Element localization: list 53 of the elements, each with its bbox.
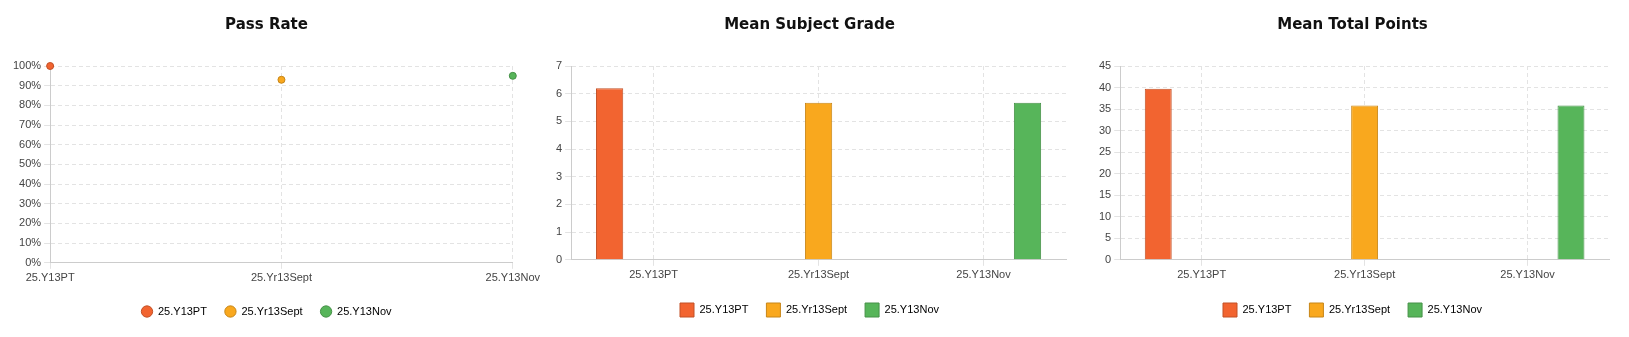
y-tick-label: 100% bbox=[12, 59, 42, 72]
y-tick-label: 25 bbox=[1098, 145, 1112, 158]
x-tick-label: 25.Y13Nov bbox=[485, 271, 541, 284]
y-tick-label: 3 bbox=[555, 169, 563, 182]
x-tick-label: 25.Yr13Sept bbox=[250, 271, 313, 284]
point bbox=[277, 75, 286, 84]
y-tick-label: 7 bbox=[555, 59, 563, 72]
y-tick-label: 6 bbox=[555, 86, 563, 99]
legend-label: 25.Y13PT bbox=[158, 304, 208, 317]
y-tick-label: 5 bbox=[1105, 231, 1112, 244]
y-tick-label: 90% bbox=[19, 78, 42, 91]
y-tick-label: 0% bbox=[25, 255, 42, 268]
y-tick-label: 70% bbox=[19, 118, 42, 131]
y-tick-label: 10% bbox=[19, 236, 42, 249]
y-tick-label: 40 bbox=[1098, 80, 1112, 93]
legend-label: 25.Yr13Sept bbox=[785, 303, 848, 316]
x-tick-label: 25.Y13PT bbox=[25, 271, 75, 284]
legend-label: 25.Y13PT bbox=[1242, 303, 1292, 316]
chart-title: Mean Total Points bbox=[1277, 14, 1428, 33]
chart-title: Mean Subject Grade bbox=[724, 14, 895, 33]
point bbox=[508, 71, 517, 80]
y-tick-label: 30% bbox=[19, 196, 42, 209]
y-tick-label: 80% bbox=[19, 98, 42, 111]
y-tick-label: 4 bbox=[555, 142, 563, 155]
y-tick-label: 35 bbox=[1098, 102, 1112, 115]
point bbox=[46, 62, 55, 70]
x-tick-label: 25.Yr13Sept bbox=[1334, 268, 1396, 281]
legend-label: 25.Yr13Sept bbox=[241, 304, 303, 317]
legend-label: 25.Y13Nov bbox=[884, 303, 940, 316]
legend-label: 25.Yr13Sept bbox=[1328, 303, 1391, 316]
y-tick-label: 50% bbox=[19, 157, 42, 170]
legend-label: 25.Y13Nov bbox=[1427, 303, 1483, 316]
y-tick-label: 0 bbox=[1105, 252, 1112, 265]
x-tick-label: 25.Y13PT bbox=[629, 268, 679, 281]
x-tick-label: 25.Yr13Sept bbox=[787, 268, 850, 281]
y-tick-label: 2 bbox=[555, 197, 563, 210]
y-tick-label: 60% bbox=[19, 137, 42, 150]
y-tick-label: 20% bbox=[19, 216, 42, 229]
y-tick-label: 45 bbox=[1098, 59, 1112, 72]
y-tick-label: 10 bbox=[1098, 209, 1112, 222]
y-tick-label: 20 bbox=[1098, 166, 1112, 179]
y-tick-label: 1 bbox=[555, 225, 563, 238]
chart-title: Pass Rate bbox=[225, 14, 308, 33]
y-tick-label: 40% bbox=[19, 177, 42, 190]
x-tick-label: 25.Y13Nov bbox=[956, 268, 1012, 281]
y-tick-label: 15 bbox=[1098, 188, 1112, 201]
x-tick-label: 25.Y13Nov bbox=[1500, 268, 1556, 281]
legend-label: 25.Y13Nov bbox=[337, 304, 392, 317]
y-tick-label: 30 bbox=[1098, 123, 1112, 136]
x-tick-label: 25.Y13PT bbox=[1177, 268, 1227, 281]
y-tick-label: 0 bbox=[555, 252, 563, 265]
legend-label: 25.Y13PT bbox=[699, 303, 749, 316]
y-tick-label: 5 bbox=[555, 114, 563, 127]
